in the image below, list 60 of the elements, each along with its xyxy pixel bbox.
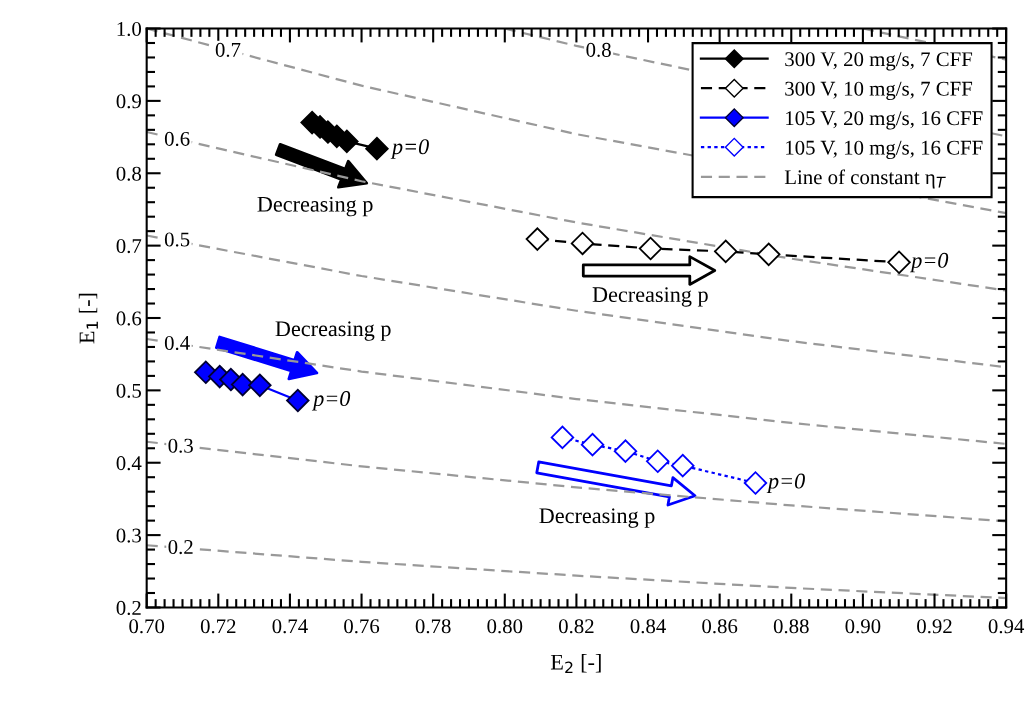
x-tick-label: 0.78 bbox=[415, 619, 451, 634]
y-tick-label: 0.9 bbox=[116, 94, 141, 109]
annotation: 0.8 bbox=[586, 42, 611, 57]
annotation: p=0 bbox=[390, 139, 429, 159]
annotation: Decreasing p bbox=[592, 287, 708, 307]
legend-label: 105 V, 20 mg/s, 16 CFF bbox=[786, 111, 983, 130]
x-tick-label: 0.90 bbox=[845, 619, 881, 634]
point bbox=[580, 432, 605, 457]
point bbox=[365, 136, 389, 161]
annotation: 0.7 bbox=[215, 42, 241, 57]
point bbox=[638, 236, 663, 261]
x-tick-label: 0.70 bbox=[129, 619, 165, 634]
point bbox=[248, 373, 272, 398]
x-tick-label: 0.86 bbox=[702, 619, 738, 634]
point bbox=[550, 425, 575, 450]
annotation: Decreasing p bbox=[275, 321, 391, 341]
y-tick-label: 0.6 bbox=[116, 311, 142, 326]
x-tick-label: 0.94 bbox=[988, 619, 1025, 634]
annotation: 0.4 bbox=[164, 335, 190, 351]
point bbox=[525, 227, 550, 251]
legend-label: 300 V, 10 mg/s, 7 CFF bbox=[785, 81, 973, 101]
point bbox=[671, 453, 695, 478]
y-tick-label: 0.7 bbox=[116, 239, 142, 254]
point bbox=[714, 239, 738, 264]
point bbox=[887, 250, 911, 274]
point bbox=[570, 231, 595, 256]
annotation: Decreasing p bbox=[257, 196, 373, 217]
annotation: 0.3 bbox=[168, 438, 193, 453]
x-tick-label: 0.76 bbox=[344, 619, 380, 634]
y-tick-label: 0.5 bbox=[116, 383, 142, 398]
annotation: 0.2 bbox=[168, 540, 193, 555]
y-tick-label: 1.0 bbox=[117, 21, 142, 37]
y-tick-label: 0.4 bbox=[116, 456, 142, 471]
point bbox=[286, 388, 310, 413]
annotation: p=0 bbox=[766, 473, 805, 494]
x-tick-label: 0.72 bbox=[200, 619, 236, 634]
y-axis-title: E$_{1}$ [-] bbox=[78, 293, 98, 344]
x-tick-label: 0.92 bbox=[917, 619, 952, 634]
x-tick-label: 0.88 bbox=[773, 619, 809, 634]
y-tick-label: 0.8 bbox=[116, 166, 142, 181]
legend-label: Line of constant η$_{T}$ bbox=[784, 169, 946, 189]
point bbox=[230, 372, 255, 397]
point bbox=[757, 242, 781, 267]
annotation: p=0 bbox=[909, 252, 949, 273]
legend-label: 300 V, 20 mg/s, 7 CFF bbox=[785, 52, 973, 71]
annotation: 0.5 bbox=[164, 232, 190, 247]
y-tick-label: 0.2 bbox=[116, 600, 141, 615]
x-tick-label: 0.74 bbox=[272, 619, 308, 634]
annotation: Decreasing p bbox=[539, 508, 655, 528]
x-tick-label: 0.84 bbox=[630, 619, 666, 634]
annotation: p=0 bbox=[311, 391, 351, 411]
x-tick-label: 0.82 bbox=[558, 619, 594, 634]
point bbox=[645, 449, 670, 473]
annotation: 0.6 bbox=[164, 131, 190, 146]
legend-label: 105 V, 10 mg/s, 16 CFF bbox=[786, 140, 983, 159]
point bbox=[743, 471, 768, 495]
x-axis-title: E$_{2}$ [-] bbox=[550, 654, 601, 674]
point bbox=[613, 439, 638, 463]
x-tick-label: 0.80 bbox=[487, 619, 523, 634]
y-tick-label: 0.3 bbox=[116, 528, 142, 543]
